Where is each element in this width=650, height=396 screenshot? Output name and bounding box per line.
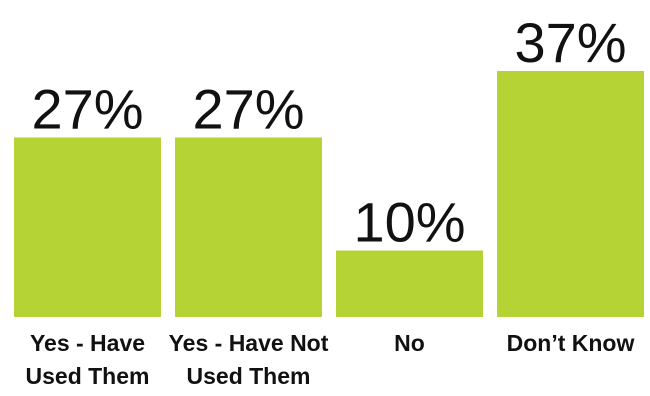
bar-value-label-1: 27% (31, 77, 143, 140)
bar-value-label-3: 10% (353, 191, 465, 254)
bar-value-label-2: 27% (192, 77, 304, 140)
category-label-4: Don’t Know (507, 330, 635, 356)
bar-4 (497, 71, 644, 317)
category-label-2: Yes - Have Not Used Them (169, 330, 329, 389)
category-label-line: Yes - Have Not (169, 330, 329, 356)
category-label-line: Yes - Have (30, 330, 145, 356)
bars-group (14, 71, 644, 317)
bar-1 (14, 137, 161, 317)
bar-2 (175, 137, 322, 317)
category-label-3: No (394, 330, 425, 356)
category-label-line: Used Them (26, 363, 150, 389)
bar-3 (336, 250, 483, 317)
category-label-line: Used Them (187, 363, 311, 389)
value-labels-group: 27% 27% 10% 37% (31, 11, 626, 254)
category-labels-group: Yes - Have Used Them Yes - Have Not Used Th… (26, 330, 635, 389)
category-label-line: Don’t Know (507, 330, 635, 356)
bar-value-label-4: 37% (514, 11, 626, 74)
category-label-line: No (394, 330, 425, 356)
category-label-1: Yes - Have Used Them (26, 330, 150, 389)
